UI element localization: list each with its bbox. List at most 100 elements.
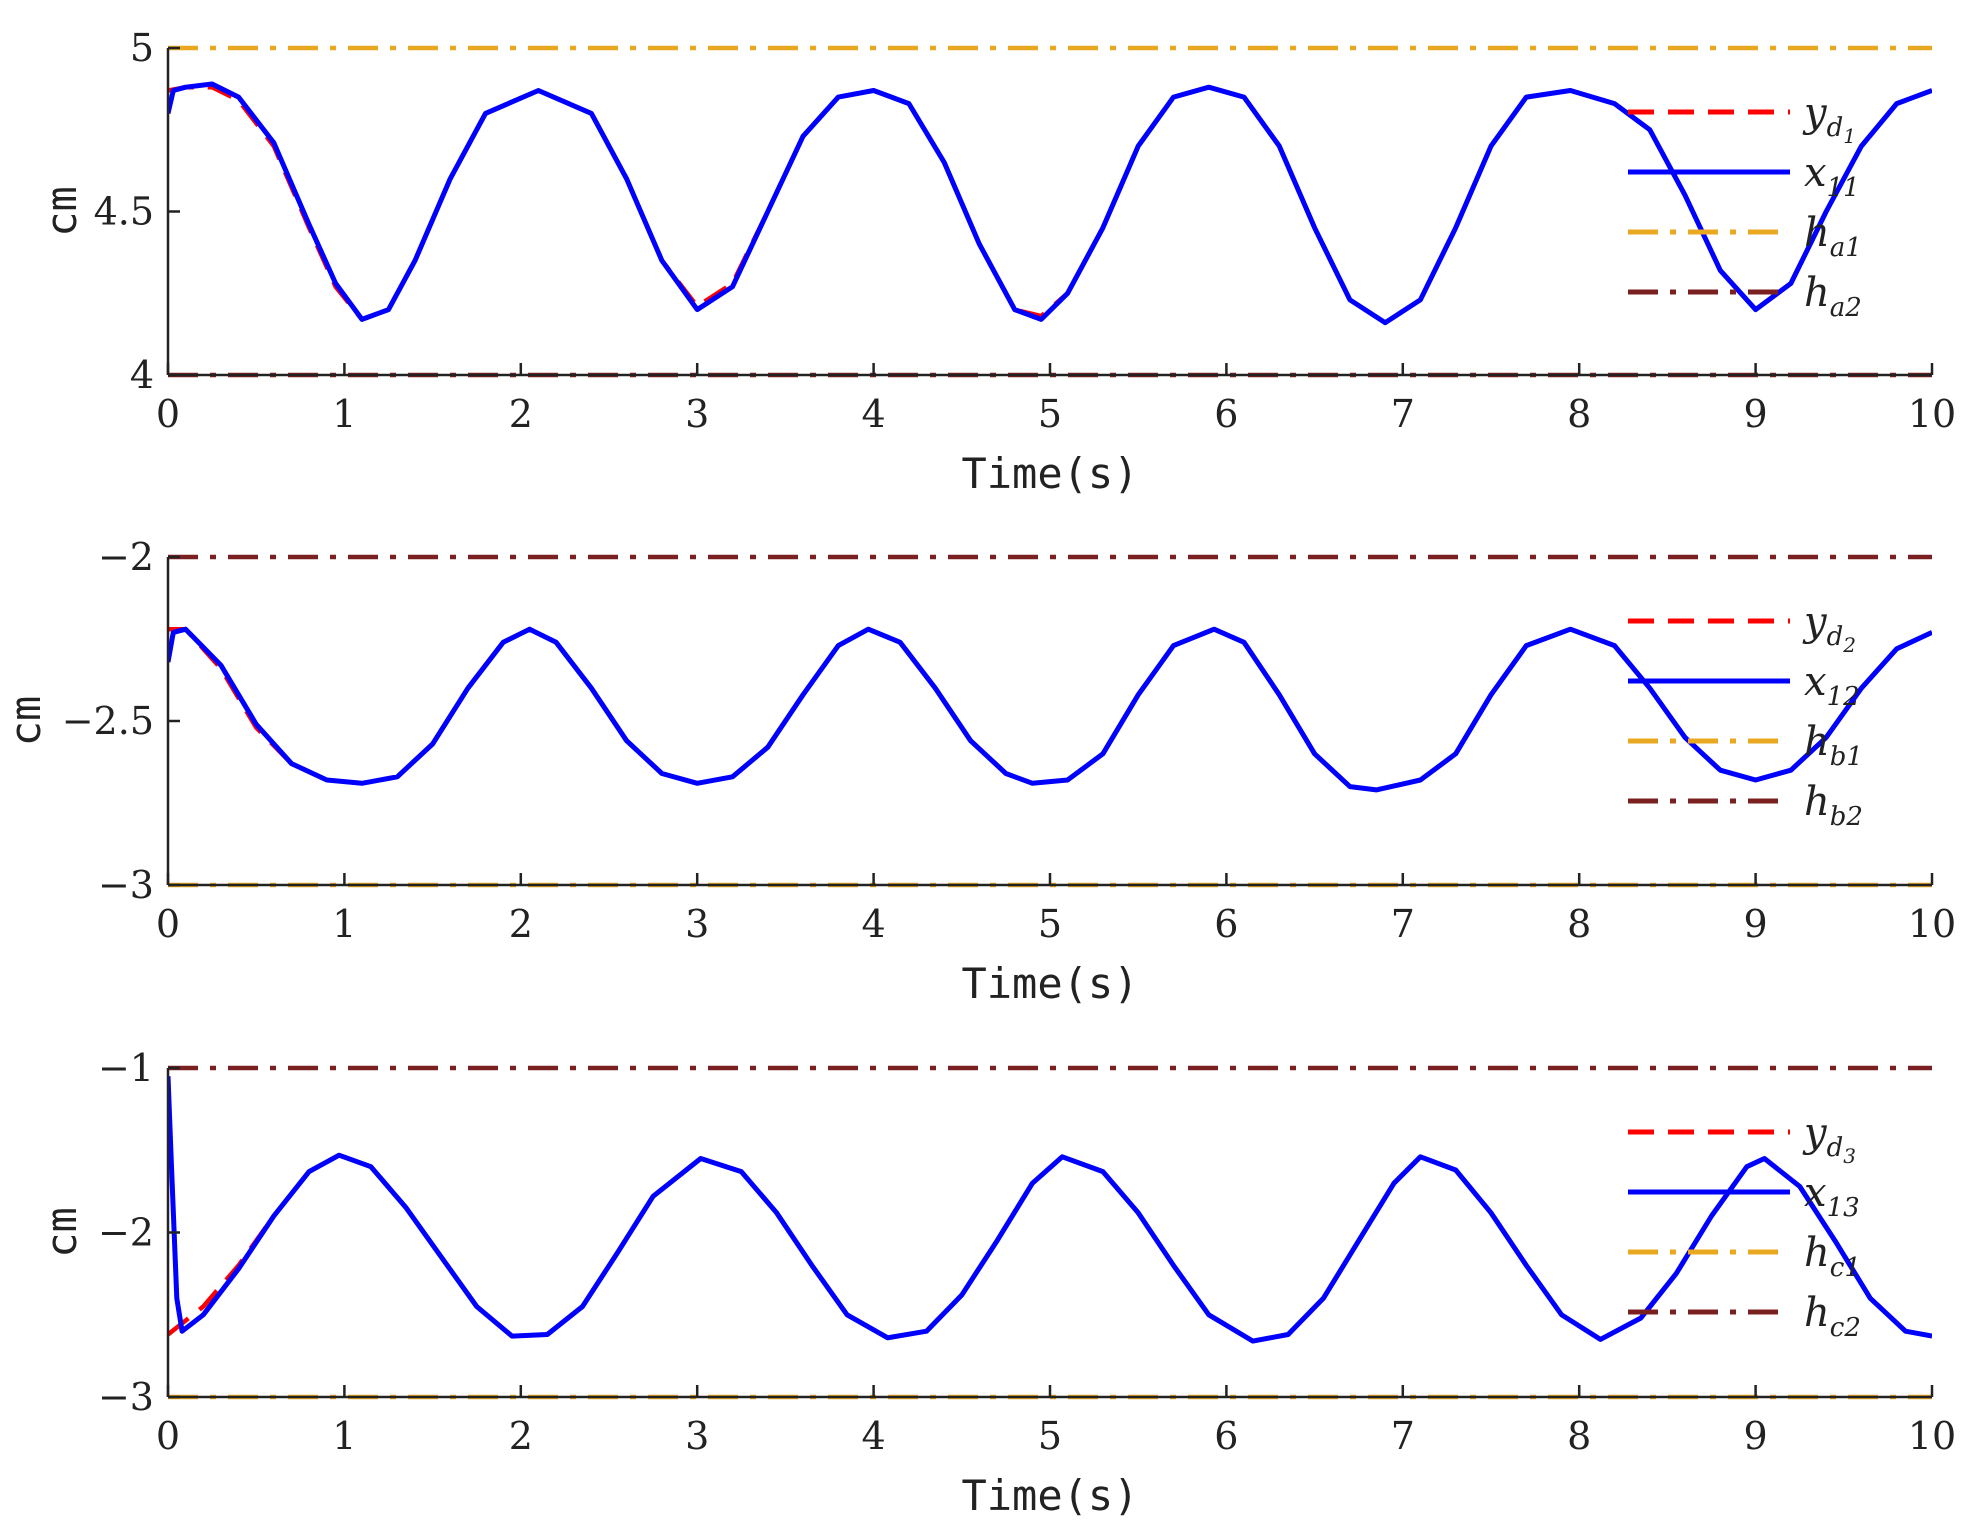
y-tick-label: −3 — [98, 1375, 154, 1419]
legend-label-x1: x12 — [1804, 659, 1860, 712]
y-tick-label: 5 — [130, 26, 154, 70]
y-tick-label: 4.5 — [94, 190, 154, 234]
x-tick-label: 0 — [156, 392, 180, 436]
x-tick-label: 2 — [509, 1414, 533, 1458]
x-tick-label: 8 — [1567, 392, 1591, 436]
legend-label-sub: d — [1827, 622, 1844, 652]
legend-label-x1: x13 — [1804, 1170, 1860, 1223]
legend-label-yd: yd3 — [1802, 1110, 1856, 1168]
legend-label-base: h — [1804, 210, 1830, 256]
y-tick-label: −1 — [98, 1046, 154, 1090]
legend-label-yd: yd2 — [1802, 599, 1856, 657]
legend-label-sub: d — [1827, 1133, 1844, 1163]
y-axis-label: cm — [37, 186, 86, 237]
x-tick-label: 7 — [1391, 392, 1415, 436]
x-tick-label: 3 — [685, 392, 709, 436]
legend-label-h2: ha2 — [1804, 270, 1862, 323]
legend-label-base: h — [1804, 1290, 1830, 1336]
legend-label-sub: 11 — [1827, 173, 1860, 203]
legend-label-sub: c2 — [1830, 1313, 1861, 1343]
legend-label-h1: hb1 — [1804, 719, 1863, 772]
legend-label-h2: hc2 — [1804, 1290, 1861, 1343]
legend-label-base: x — [1804, 659, 1827, 705]
series-line-x1 — [168, 1076, 1932, 1344]
x-tick-label: 0 — [156, 1414, 180, 1458]
legend-label-base: h — [1804, 779, 1830, 825]
legend-label-base: h — [1804, 1230, 1830, 1276]
legend-label-sub: 12 — [1827, 682, 1860, 712]
legend-label-subsub: 1 — [1843, 124, 1856, 148]
legend-label-sub: a2 — [1830, 293, 1862, 323]
x-axis-label: Time(s) — [961, 959, 1138, 1008]
x-axis-label: Time(s) — [961, 1471, 1138, 1520]
x-tick-label: 1 — [332, 392, 356, 436]
x-tick-label: 6 — [1214, 902, 1238, 946]
series-group — [168, 554, 1932, 888]
x-tick-label: 1 — [332, 1414, 356, 1458]
x-axis-label: Time(s) — [961, 449, 1138, 498]
x-tick-label: 9 — [1744, 1414, 1768, 1458]
x-tick-label: 10 — [1908, 392, 1956, 436]
legend-label-base: x — [1804, 150, 1827, 196]
x-tick-label: 6 — [1214, 392, 1238, 436]
legend-label-sub: b1 — [1830, 742, 1863, 772]
x-tick-label: 7 — [1391, 1414, 1415, 1458]
series-line-x1 — [168, 81, 1932, 326]
x-tick-label: 2 — [509, 392, 533, 436]
x-tick-label: 10 — [1908, 1414, 1956, 1458]
legend-label-h1: hc1 — [1804, 1230, 1861, 1283]
legend-label-base: y — [1802, 599, 1828, 645]
legend-label-base: h — [1804, 270, 1830, 316]
legend-label-base: x — [1804, 1170, 1827, 1216]
x-tick-label: 5 — [1038, 1414, 1062, 1458]
legend-label-subsub: 3 — [1843, 1144, 1856, 1168]
series-group — [168, 1065, 1932, 1400]
y-axis-label: cm — [37, 1207, 86, 1258]
legend-label-sub: a1 — [1830, 233, 1862, 263]
x-tick-label: 3 — [685, 1414, 709, 1458]
legend-label-base: y — [1802, 1110, 1828, 1156]
x-tick-label: 9 — [1744, 902, 1768, 946]
legend-label-yd: yd1 — [1802, 90, 1856, 148]
x-tick-label: 2 — [509, 902, 533, 946]
y-tick-label: 4 — [130, 353, 154, 397]
x-tick-label: 7 — [1391, 902, 1415, 946]
legend-label-sub: b2 — [1830, 802, 1863, 832]
x-tick-label: 5 — [1038, 392, 1062, 436]
y-tick-label: −2.5 — [62, 699, 154, 743]
x-tick-label: 4 — [862, 902, 886, 946]
legend-label-base: h — [1804, 719, 1830, 765]
x-tick-label: 10 — [1908, 902, 1956, 946]
y-tick-label: −2 — [98, 1211, 154, 1255]
y-axis-label: cm — [1, 696, 50, 747]
x-tick-label: 6 — [1214, 1414, 1238, 1458]
y-tick-label: −3 — [98, 863, 154, 907]
x-tick-label: 1 — [332, 902, 356, 946]
legend-label-subsub: 2 — [1842, 633, 1856, 657]
legend-label-sub: 13 — [1827, 1193, 1860, 1223]
series-group — [168, 45, 1932, 378]
legend-label-x1: x11 — [1804, 150, 1860, 203]
x-tick-label: 4 — [862, 392, 886, 436]
x-tick-label: 3 — [685, 902, 709, 946]
x-tick-label: 8 — [1567, 902, 1591, 946]
x-tick-label: 5 — [1038, 902, 1062, 946]
legend-label-h2: hb2 — [1804, 779, 1863, 832]
legend-label-sub: c1 — [1830, 1253, 1861, 1283]
legend-label-sub: d — [1827, 113, 1844, 143]
x-tick-label: 4 — [862, 1414, 886, 1458]
legend-label-h1: ha1 — [1804, 210, 1862, 263]
chart-panel-2: 0 1 2 3 4 5 6 7 8 9 10−3−2.5−2Time(s)cmyd2x12hb1hb… — [1, 535, 1956, 1008]
x-tick-label: 8 — [1567, 1414, 1591, 1458]
legend-label-base: y — [1802, 90, 1828, 136]
x-tick-label: 9 — [1744, 392, 1768, 436]
series-line-x1 — [168, 626, 1932, 793]
y-tick-label: −2 — [98, 535, 154, 579]
series-line-yd — [168, 84, 1932, 325]
